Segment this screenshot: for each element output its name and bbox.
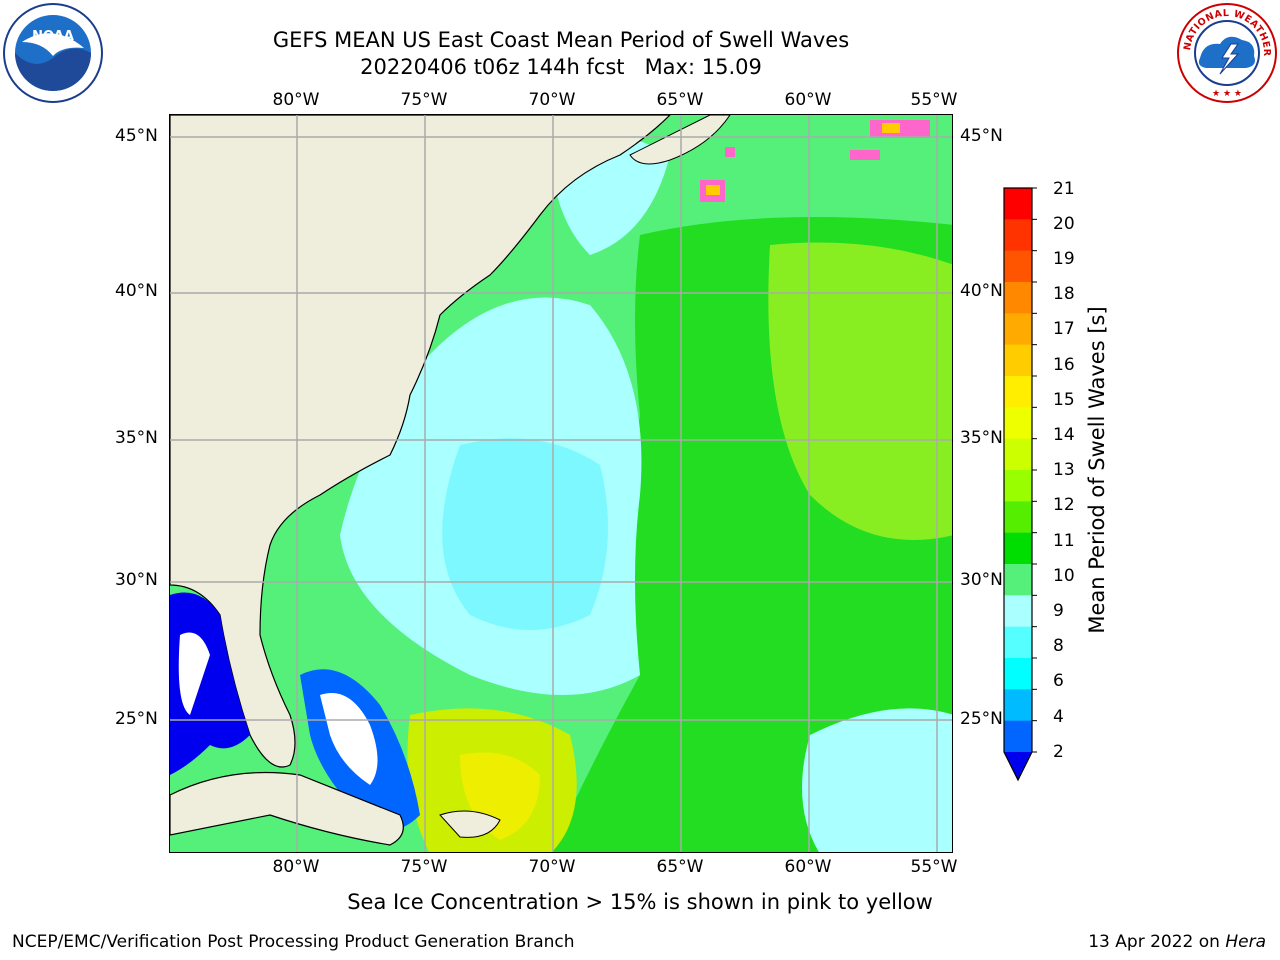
lon-label-bottom-65w: 65°W xyxy=(656,857,704,877)
colorbar-block xyxy=(1004,564,1032,596)
graticule xyxy=(170,115,952,852)
colorbar-tick-16: 16 xyxy=(1053,355,1075,375)
colorbar-block xyxy=(1004,438,1032,471)
lat-label-left-40n: 40°N xyxy=(115,281,158,301)
sea-ice-patch-2 xyxy=(882,123,900,133)
colorbar-block xyxy=(1004,344,1032,377)
land-cuba xyxy=(170,771,404,846)
colorbar-tick-4: 4 xyxy=(1053,707,1064,727)
land-hispaniola xyxy=(439,810,501,838)
colorbar-tick-18: 18 xyxy=(1053,284,1075,304)
title-line-1: GEFS MEAN US East Coast Mean Period of S… xyxy=(272,28,850,52)
colorbar-tick-12: 12 xyxy=(1053,495,1075,515)
colorbar-tick-15: 15 xyxy=(1053,390,1075,410)
colorbar-tick-10: 10 xyxy=(1053,566,1075,586)
bahamas-masked xyxy=(320,693,378,785)
colorbar-block xyxy=(1004,219,1032,252)
lat-label-left-30n: 30°N xyxy=(115,570,158,590)
colorbar-block xyxy=(1004,720,1032,753)
svg-text:★ ★ ★: ★ ★ ★ xyxy=(1212,89,1242,99)
sea-ice-footnote: Sea Ice Concentration > 15% is shown in … xyxy=(0,890,1280,914)
lat-label-right-25n: 25°N xyxy=(960,709,1003,729)
chart-title: GEFS MEAN US East Coast Mean Period of S… xyxy=(0,27,1122,81)
lat-label-right-40n: 40°N xyxy=(960,281,1003,301)
colorbar-tick-19: 19 xyxy=(1053,249,1075,269)
colorbar-tick-6: 6 xyxy=(1053,671,1064,691)
swell-region-12s-north xyxy=(768,242,952,540)
map-canvas xyxy=(170,115,952,852)
date-stamp-date: 13 Apr 2022 on xyxy=(1088,932,1220,952)
colorbar-tick-17: 17 xyxy=(1053,319,1075,339)
colorbar-block xyxy=(1004,626,1032,659)
nws-logo: NATIONAL WEATHER SERVICE ★ ★ ★ xyxy=(1172,0,1278,104)
svg-text:NOAA: NOAA xyxy=(32,29,74,44)
noaa-logo: NOAA xyxy=(2,2,104,104)
colorbar-tick-9: 9 xyxy=(1053,601,1064,621)
lat-label-right-30n: 30°N xyxy=(960,570,1003,590)
colorbar-tick-13: 13 xyxy=(1053,460,1075,480)
colorbar-under-triangle xyxy=(1004,752,1032,780)
sea-ice-patch-5 xyxy=(706,185,720,195)
land-north-america xyxy=(170,115,671,768)
swell-period-map xyxy=(169,114,953,853)
lon-label-bottom-70w: 70°W xyxy=(528,857,576,877)
date-stamp-machine: Hera xyxy=(1225,932,1266,952)
lat-label-left-25n: 25°N xyxy=(115,709,158,729)
colorbar-block xyxy=(1004,689,1032,722)
colorbar-label: Mean Period of Swell Waves [s] xyxy=(1085,306,1109,634)
lat-label-right-45n: 45°N xyxy=(960,126,1003,146)
colorbar-block xyxy=(1004,376,1032,408)
colorbar-block xyxy=(1004,282,1032,314)
colorbar-block xyxy=(1004,188,1032,220)
swell-region-7s-center xyxy=(442,438,608,630)
colorbar-block xyxy=(1004,250,1032,283)
lon-label-bottom-75w: 75°W xyxy=(400,857,448,877)
sea-ice-patch-6 xyxy=(725,147,735,157)
colorbar-block xyxy=(1004,313,1032,346)
colorbar xyxy=(1003,187,1037,792)
lat-label-right-35n: 35°N xyxy=(960,428,1003,448)
colorbar-tick-2: 2 xyxy=(1053,742,1064,762)
colorbar-tick-14: 14 xyxy=(1053,425,1075,445)
lon-label-top-60w: 60°W xyxy=(784,90,832,110)
colorbar-block xyxy=(1004,407,1032,440)
lon-label-top-65w: 65°W xyxy=(656,90,704,110)
sea-ice-patch-3 xyxy=(850,150,880,160)
sea-ice-footnote-text: Sea Ice Concentration > 15% is shown in … xyxy=(347,890,933,914)
credit-line: NCEP/EMC/Verification Post Processing Pr… xyxy=(12,932,575,952)
title-line-2: 20220406 t06z 144h fcst Max: 15.09 xyxy=(360,55,762,79)
lat-label-left-45n: 45°N xyxy=(115,126,158,146)
lat-label-left-35n: 35°N xyxy=(115,428,158,448)
colorbar-outline xyxy=(1003,187,1033,782)
colorbar-block xyxy=(1004,658,1032,690)
date-stamp: 13 Apr 2022 on Hera xyxy=(1088,932,1266,952)
lon-label-top-75w: 75°W xyxy=(400,90,448,110)
colorbar-block xyxy=(1004,470,1032,502)
colorbar-tick-8: 8 xyxy=(1053,636,1064,656)
colorbar-svg xyxy=(1003,187,1037,782)
colorbar-blocks xyxy=(1003,187,1037,782)
lon-label-top-80w: 80°W xyxy=(272,90,320,110)
swell-region-8s-southeast xyxy=(802,708,952,852)
lon-label-top-70w: 70°W xyxy=(528,90,576,110)
lon-label-bottom-60w: 60°W xyxy=(784,857,832,877)
lon-label-bottom-55w: 55°W xyxy=(910,857,958,877)
colorbar-tick-20: 20 xyxy=(1053,214,1075,234)
colorbar-tick-21: 21 xyxy=(1053,179,1075,199)
gulf-masked xyxy=(178,632,210,715)
colorbar-block xyxy=(1004,501,1032,534)
colorbar-tick-11: 11 xyxy=(1053,531,1075,551)
colorbar-block xyxy=(1004,595,1032,628)
colorbar-block xyxy=(1004,532,1032,565)
lon-label-bottom-80w: 80°W xyxy=(272,857,320,877)
lon-label-top-55w: 55°W xyxy=(910,90,958,110)
